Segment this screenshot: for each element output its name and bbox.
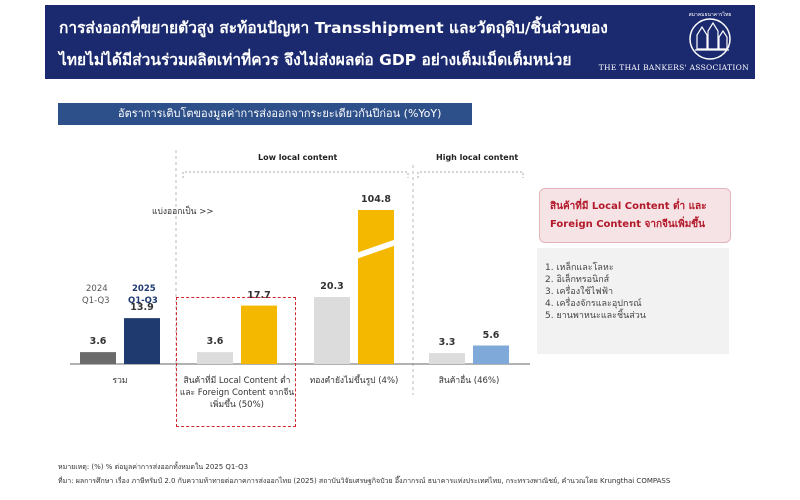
bar-value-label: 3.6	[89, 336, 107, 348]
q-2024-label: Q1-Q3	[82, 296, 110, 306]
note-text: หมายเหตุ: (%) % ต่อมูลค่าการส่งออกทั้งหม…	[58, 463, 249, 471]
year-2024-label: 2024	[86, 284, 108, 294]
list-item: 5. ยานพาหนะและชิ้นส่วน	[545, 311, 646, 321]
bar	[429, 353, 465, 364]
axis-break	[356, 239, 396, 260]
bar-value-label: 104.8	[360, 194, 392, 205]
category-label: และ Foreign Content จากจีน	[179, 388, 295, 398]
q-2025-label: Q1-Q3	[128, 296, 158, 306]
chart-title: อัตราการเติบโตของมูลค่าการส่งออกจากระยะเ…	[58, 103, 472, 125]
category-label: เพิ่มขึ้น (50%)	[210, 400, 264, 410]
bar-value-label: 13.9	[130, 302, 154, 314]
low-local-bracket	[182, 171, 409, 178]
bar	[241, 305, 277, 364]
bar	[197, 352, 233, 364]
list-item: 2. อิเล็กทรอนิกส์	[545, 275, 610, 285]
legend-line1: สินค้าที่มี Local Content ต่ำ และ	[550, 201, 707, 212]
bar-value-label: 3.3	[438, 337, 456, 349]
bar-value-label: 17.7	[247, 289, 271, 301]
thai-bankers-logo-icon: สมาคมธนาคารไทย	[689, 11, 732, 60]
bar-value-label: 20.3	[320, 281, 344, 292]
split-label: แบ่งออกเป็น >>	[152, 207, 214, 217]
product-list: 1. เหล็กและโลหะ 2. อิเล็กทรอนิกส์ 3. เคร…	[537, 248, 729, 354]
high-local-bracket	[417, 171, 524, 178]
legend-callout: สินค้าที่มี Local Content ต่ำ และ Foreig…	[539, 188, 731, 243]
header-title-line2: ไทยไม่ได้มีส่วนร่วมผลิตเท่าที่ควร จึงไม่…	[59, 51, 572, 69]
category-label: สินค้าที่มี Local Content ต่ำ	[183, 376, 291, 386]
bar	[473, 345, 509, 364]
high-local-label: High local content	[436, 153, 519, 162]
category-label: ทองคำยังไม่ขึ้นรูป (4%)	[309, 376, 399, 386]
bar-value-label: 5.6	[482, 329, 500, 341]
list-item: 1. เหล็กและโลหะ	[545, 263, 614, 273]
bar-value-label: 3.6	[206, 336, 224, 348]
bar	[124, 318, 160, 364]
bar	[314, 297, 350, 364]
logo-text: THE THAI BANKERS' ASSOCIATION	[598, 63, 749, 72]
highlight-dashed-box	[176, 297, 296, 427]
bar	[80, 352, 116, 364]
logo-top-text: สมาคมธนาคารไทย	[689, 11, 732, 18]
category-label: รวม	[112, 376, 128, 386]
year-2025-label: 2025	[132, 284, 156, 294]
list-item: 3. เครื่องใช้ไฟฟ้า	[545, 287, 614, 297]
low-local-label: Low local content	[258, 153, 338, 162]
header-title-line1: การส่งออกที่ขยายตัวสูง สะท้อนปัญหา Trans…	[59, 19, 608, 37]
category-label: สินค้าอื่น (46%)	[438, 376, 500, 386]
source-text: ที่มา: ผลการศึกษา เรื่อง ภาษีทรัมป์ 2.0 …	[58, 477, 671, 485]
bar	[358, 210, 394, 364]
legend-line2: Foreign Content จากจีนเพิ่มขึ้น	[550, 219, 705, 230]
list-item: 4. เครื่องจักรและอุปกรณ์	[545, 299, 642, 309]
header-banner: การส่งออกที่ขยายตัวสูง สะท้อนปัญหา Trans…	[45, 5, 755, 79]
